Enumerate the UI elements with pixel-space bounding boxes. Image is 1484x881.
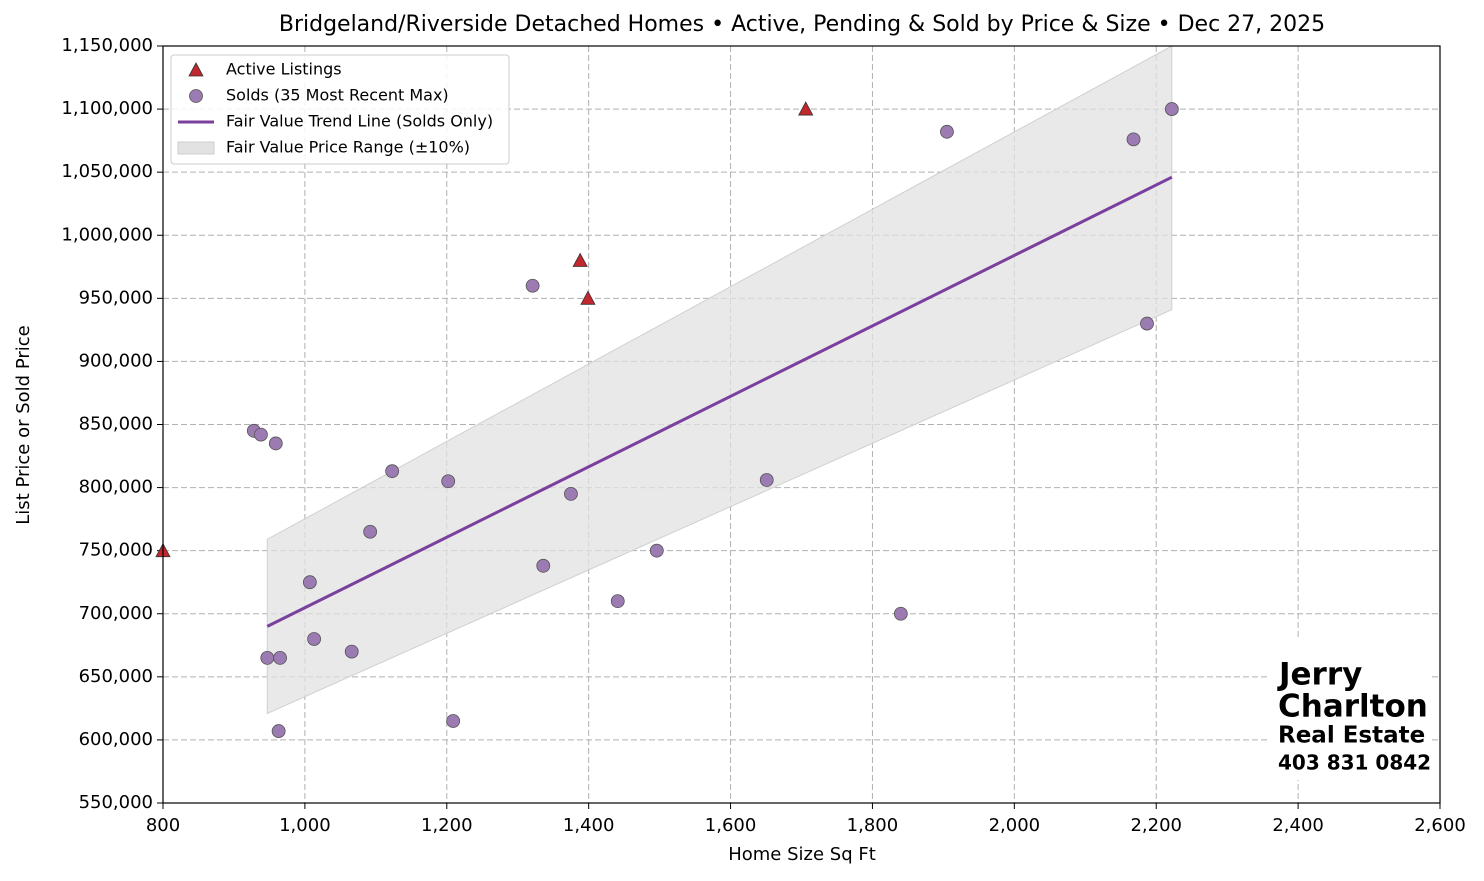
sold-point — [1140, 316, 1154, 331]
y-tick-label: 600,000 — [79, 729, 153, 750]
trend-line — [266, 175, 1173, 628]
chart-title: Bridgeland/Riverside Detached Homes • Ac… — [279, 12, 1325, 37]
legend-label: Active Listings — [226, 60, 342, 79]
sold-point — [254, 427, 268, 442]
y-tick-label: 750,000 — [79, 540, 153, 561]
legend-label: Solds (35 Most Recent Max) — [226, 86, 449, 105]
legend-box — [170, 54, 510, 165]
x-tick-label: 2,400 — [1272, 815, 1324, 836]
logo-text: Real Estate — [1278, 723, 1425, 749]
y-tick-label: 550,000 — [79, 792, 153, 813]
sold-point — [344, 644, 359, 659]
sold-point — [759, 473, 774, 487]
legend-symbol — [177, 141, 215, 155]
active-point — [580, 290, 596, 305]
y-tick-label: 950,000 — [79, 287, 153, 308]
sold-point — [1126, 132, 1141, 147]
x-tick-label: 800 — [146, 815, 180, 836]
sold-point — [610, 594, 625, 609]
sold-point — [940, 124, 954, 139]
sold-point — [446, 714, 461, 728]
y-tick-label: 800,000 — [79, 477, 153, 498]
x-tick-label: 2,000 — [989, 815, 1041, 836]
sold-point — [363, 524, 378, 539]
y-tick-label: 1,050,000 — [61, 161, 153, 182]
x-tick-label: 1,400 — [563, 815, 615, 836]
legend-symbol — [189, 89, 203, 103]
sold-point — [385, 464, 400, 479]
legend-symbol — [188, 62, 204, 77]
x-tick-label: 2,200 — [1130, 815, 1182, 836]
sold-point — [893, 606, 908, 621]
active-point — [572, 252, 588, 267]
logo-background — [1270, 640, 1430, 780]
sold-point — [564, 486, 578, 501]
y-tick-label: 900,000 — [79, 350, 153, 371]
sold-point — [302, 575, 317, 590]
y-tick-label: 1,000,000 — [61, 224, 153, 245]
sold-point — [307, 632, 322, 646]
y-tick-label: 700,000 — [79, 603, 153, 624]
sold-point — [1164, 102, 1179, 116]
sold-point — [268, 436, 283, 451]
legend-label: Fair Value Price Range (±10%) — [226, 138, 470, 157]
logo-text: 403 831 0842 — [1278, 751, 1431, 775]
sold-point — [649, 543, 664, 558]
x-tick-label: 2,600 — [1414, 815, 1466, 836]
x-tick-label: 1,600 — [705, 815, 757, 836]
x-axis-label: Home Size Sq Ft — [728, 844, 876, 865]
legend-label: Fair Value Trend Line (Solds Only) — [226, 112, 493, 131]
sold-point — [273, 651, 287, 665]
x-tick-label: 1,800 — [847, 815, 899, 836]
x-tick-label: 1,000 — [279, 815, 331, 836]
sold-point — [525, 278, 540, 293]
sold-point — [271, 724, 286, 738]
active-point — [798, 101, 814, 116]
logo-text: Jerry — [1277, 657, 1362, 693]
plot-frame — [162, 45, 1441, 804]
y-tick-label: 1,150,000 — [61, 35, 153, 56]
logo-text: Charlton — [1278, 689, 1428, 725]
y-tick-label: 850,000 — [79, 414, 153, 435]
y-axis-label: List Price or Sold Price — [13, 325, 34, 524]
y-tick-label: 650,000 — [79, 666, 153, 687]
sold-point — [441, 474, 456, 489]
sold-point — [536, 558, 551, 573]
y-tick-label: 1,100,000 — [61, 98, 153, 119]
sold-point — [260, 651, 275, 665]
x-tick-label: 1,200 — [421, 815, 473, 836]
